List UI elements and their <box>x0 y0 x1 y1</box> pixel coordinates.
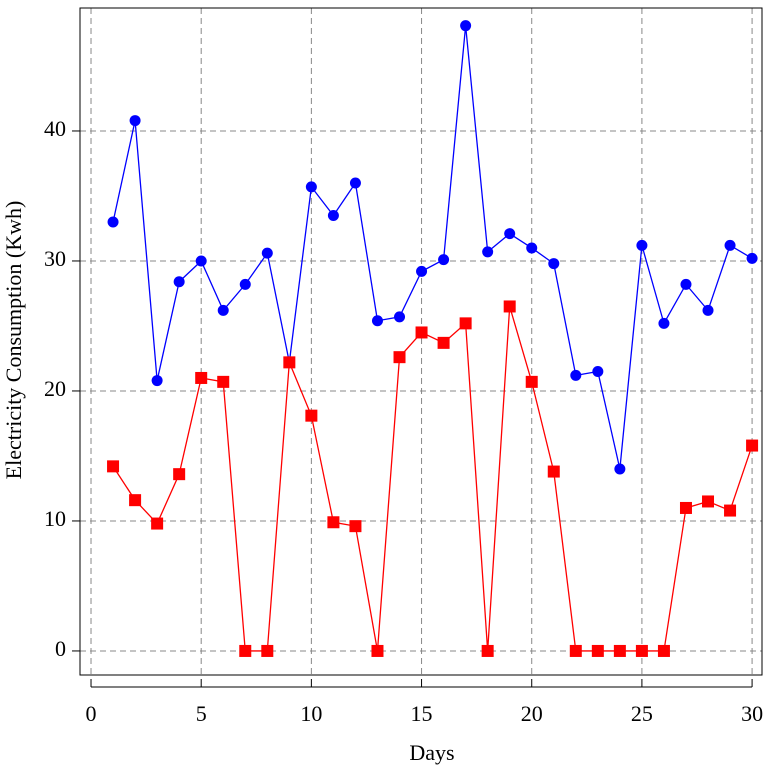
point <box>371 644 384 657</box>
point <box>438 254 450 266</box>
point <box>592 365 604 377</box>
point <box>327 209 339 221</box>
point <box>173 468 186 481</box>
point <box>504 228 516 240</box>
point <box>151 517 164 530</box>
x-tick-label: 5 <box>196 701 207 726</box>
y-tick-label: 30 <box>44 246 66 271</box>
point <box>658 317 670 329</box>
x-tick-label: 30 <box>741 701 763 726</box>
point <box>657 644 670 657</box>
y-tick-label: 40 <box>44 116 66 141</box>
point <box>239 278 251 290</box>
y-tick-label: 0 <box>55 636 66 661</box>
point <box>614 463 626 475</box>
plot-frame <box>79 7 763 676</box>
point <box>261 247 273 259</box>
point <box>394 311 406 323</box>
point <box>635 644 648 657</box>
x-axis-label: Days <box>409 740 454 765</box>
point <box>393 351 406 364</box>
point <box>746 439 759 452</box>
point <box>724 504 737 517</box>
point <box>613 644 626 657</box>
series-line <box>112 306 753 652</box>
point <box>702 304 714 316</box>
y-tick-label: 10 <box>44 506 66 531</box>
point <box>195 371 208 384</box>
point <box>416 265 428 277</box>
x-tick-label: 0 <box>86 701 97 726</box>
point <box>548 258 560 270</box>
point <box>636 239 648 251</box>
point <box>129 115 141 127</box>
point <box>217 304 229 316</box>
series-line <box>112 25 753 470</box>
point <box>195 255 207 267</box>
x-tick-label: 20 <box>521 701 543 726</box>
point <box>503 300 516 313</box>
point <box>679 501 692 514</box>
point <box>217 375 230 388</box>
point <box>591 644 604 657</box>
point <box>107 216 119 228</box>
point <box>702 495 715 508</box>
point <box>283 356 296 369</box>
point <box>680 278 692 290</box>
point <box>569 644 582 657</box>
point <box>173 276 185 288</box>
x-tick-label: 15 <box>411 701 433 726</box>
point <box>349 520 362 533</box>
point <box>482 246 494 258</box>
point <box>129 494 142 507</box>
point <box>415 326 428 339</box>
point <box>459 317 472 330</box>
y-axis-label: Electricity Consumption (Kwh) <box>1 201 26 480</box>
point <box>327 516 340 529</box>
point <box>371 315 383 327</box>
point <box>481 644 494 657</box>
y-tick-label: 20 <box>44 376 66 401</box>
point <box>261 644 274 657</box>
point <box>526 242 538 254</box>
point <box>547 465 560 478</box>
point <box>437 336 450 349</box>
point <box>239 644 252 657</box>
point <box>460 20 472 32</box>
point <box>746 252 758 264</box>
point <box>151 375 163 387</box>
point <box>349 177 361 189</box>
point <box>724 239 736 251</box>
x-tick-label: 10 <box>300 701 322 726</box>
x-tick-label: 25 <box>631 701 653 726</box>
point <box>570 369 582 381</box>
point <box>305 181 317 193</box>
point <box>107 460 120 473</box>
point <box>525 375 538 388</box>
point <box>305 409 318 422</box>
